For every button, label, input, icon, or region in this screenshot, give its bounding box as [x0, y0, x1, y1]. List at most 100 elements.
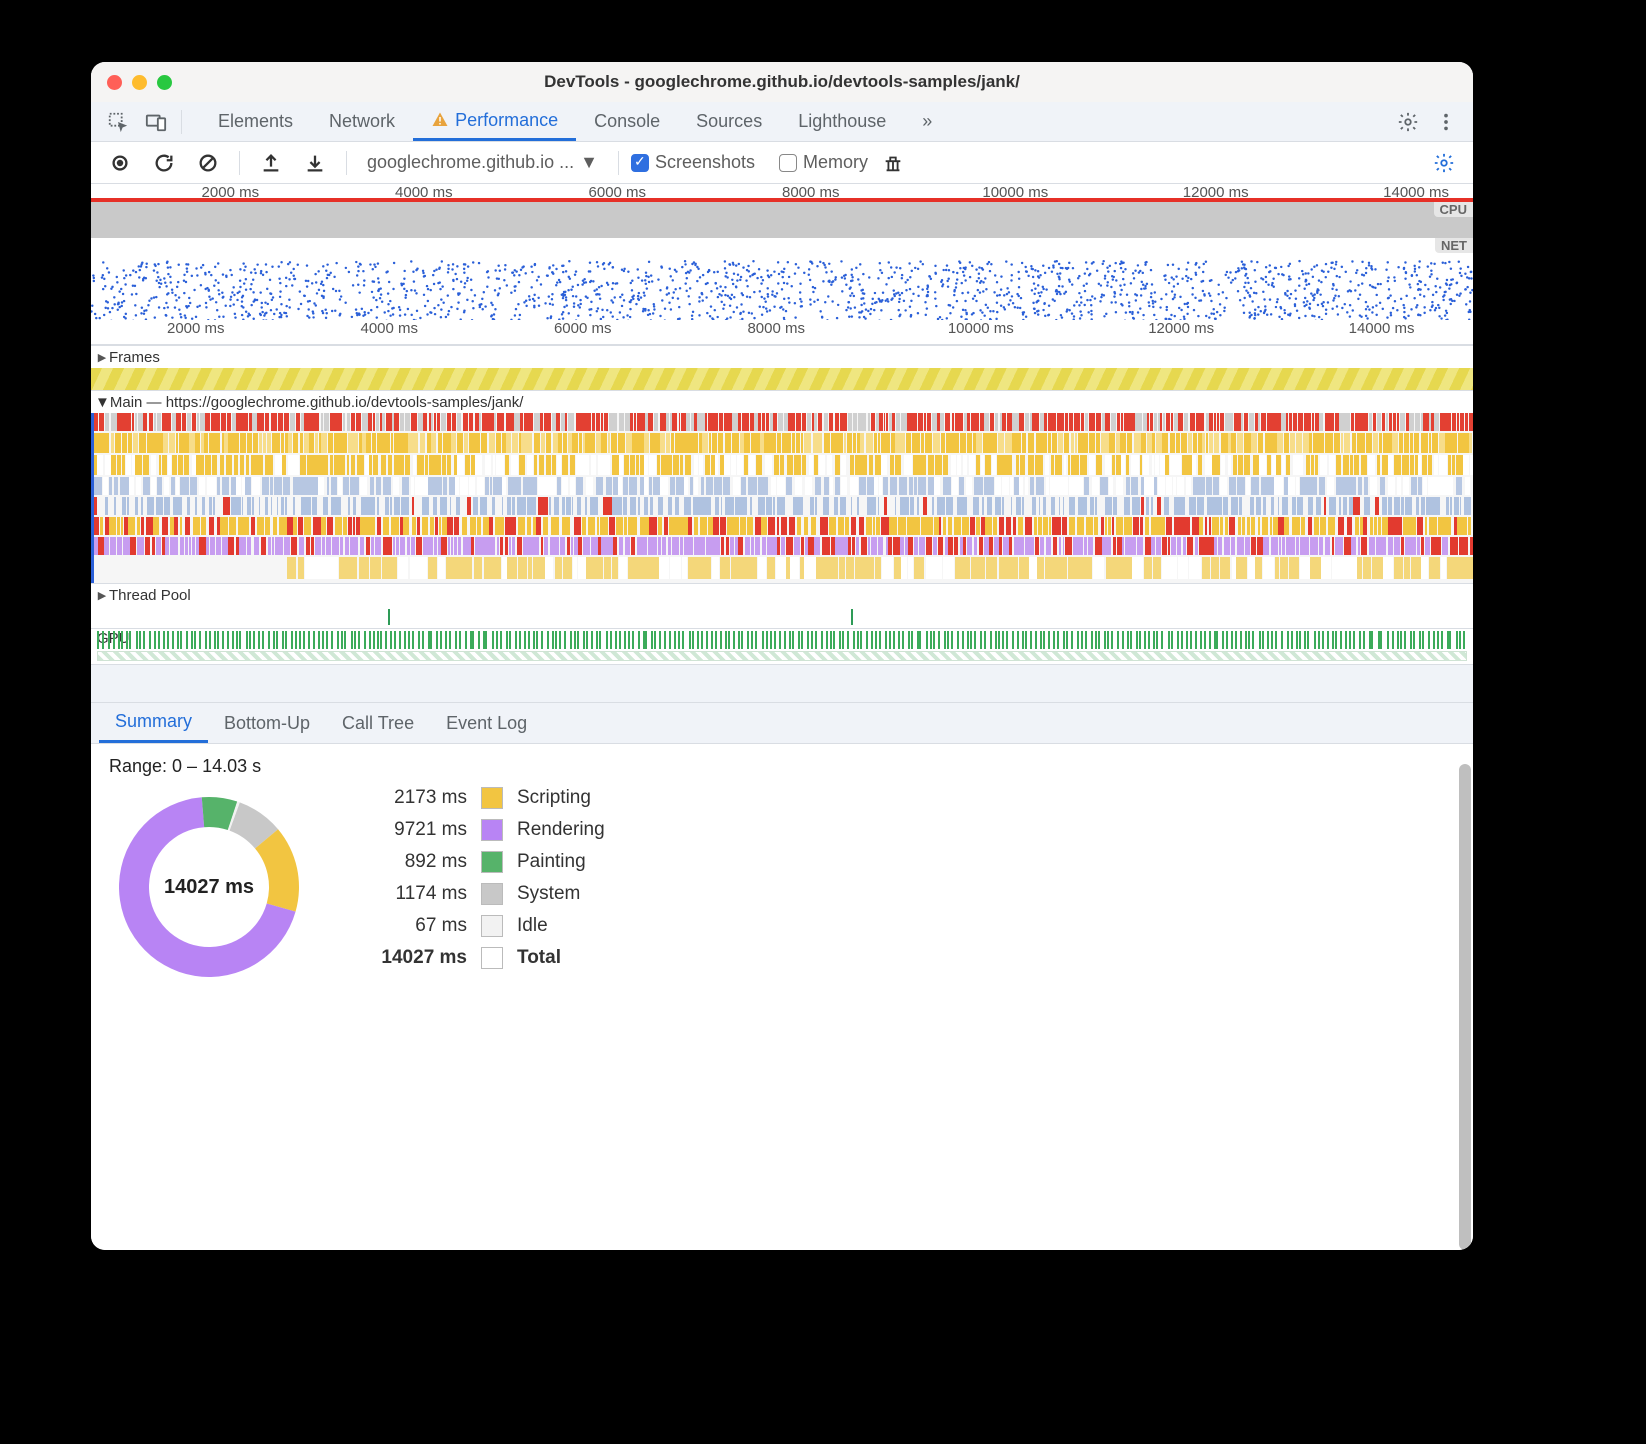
frames-label: Frames	[109, 349, 160, 366]
legend-label: Scripting	[517, 787, 605, 809]
screenshots-label: Screenshots	[655, 152, 755, 173]
tab-label: Network	[329, 111, 395, 132]
threadpool-row	[91, 606, 1473, 628]
cpu-lane-label: CPU	[1434, 202, 1473, 217]
capture-settings-icon[interactable]	[1425, 152, 1463, 174]
settings-icon[interactable]	[1389, 102, 1427, 141]
legend-ms: 2173 ms	[357, 787, 467, 809]
download-icon[interactable]	[296, 152, 334, 174]
legend-ms: 892 ms	[357, 851, 467, 873]
ruler-tick: 10000 ms	[948, 320, 1014, 337]
tab-elements[interactable]: Elements	[200, 102, 311, 141]
tab-lighthouse[interactable]: Lighthouse	[780, 102, 904, 141]
frames-header[interactable]: ▶ Frames	[91, 346, 1473, 368]
frames-row	[91, 368, 1473, 390]
inspect-icon[interactable]	[99, 102, 137, 141]
tab-label: Sources	[696, 111, 762, 132]
scrollbar[interactable]	[1459, 744, 1471, 1250]
clear-button[interactable]	[189, 152, 227, 174]
ruler-tick: 4000 ms	[360, 320, 418, 337]
memory-label: Memory	[803, 152, 868, 173]
upload-icon[interactable]	[252, 152, 290, 174]
legend-swatch	[481, 947, 503, 969]
summary-tab-bottom-up[interactable]: Bottom-Up	[208, 703, 326, 743]
range-label: Range: 0 – 14.03 s	[109, 756, 1455, 777]
legend-label: Idle	[517, 915, 605, 937]
zoom-button[interactable]	[157, 75, 172, 90]
memory-checkbox[interactable]	[779, 154, 797, 172]
summary-panel: Range: 0 – 14.03 s 14027 ms 2173 ms Scrip…	[91, 744, 1473, 1250]
summary-legend: 2173 msScripting9721 msRendering892 msPa…	[357, 787, 605, 969]
close-button[interactable]	[107, 75, 122, 90]
devtools-window: DevTools - googlechrome.github.io/devtoo…	[91, 62, 1473, 1250]
minimize-button[interactable]	[132, 75, 147, 90]
kebab-menu-icon[interactable]	[1427, 102, 1465, 141]
summary-tab-event-log[interactable]: Event Log	[430, 703, 543, 743]
tab-label: Lighthouse	[798, 111, 886, 132]
device-toolbar-icon[interactable]	[137, 102, 175, 141]
tab-console[interactable]: Console	[576, 102, 678, 141]
disclosure-triangle-icon: ▶	[95, 589, 109, 602]
separator	[618, 151, 619, 175]
devtools-toolbar: Elements Network Performance Console Sources…	[91, 102, 1473, 142]
legend-total-ms: 14027 ms	[357, 947, 467, 969]
disclosure-triangle-icon: ▶	[95, 351, 109, 364]
summary-tabs: SummaryBottom-UpCall TreeEvent Log	[91, 702, 1473, 744]
panel-tabs: Elements Network Performance Console Sources…	[200, 102, 904, 141]
legend-swatch	[481, 883, 503, 905]
screenshots-checkbox[interactable]	[631, 154, 649, 172]
overview-ruler: 2000 ms4000 ms6000 ms8000 ms10000 ms1200…	[91, 184, 1473, 202]
screenshots-strip	[91, 254, 1473, 320]
summary-tab-call-tree[interactable]: Call Tree	[326, 703, 430, 743]
threadpool-section: ▶ Thread Pool	[91, 583, 1473, 628]
reload-record-button[interactable]	[145, 152, 183, 174]
frames-section: ▶ Frames	[91, 345, 1473, 390]
gpu-section: GPU	[91, 628, 1473, 664]
caret-down-icon: ▼	[580, 152, 598, 173]
more-tabs[interactable]: »	[904, 102, 950, 141]
ruler-tick: 6000 ms	[554, 320, 612, 337]
summary-tab-summary[interactable]: Summary	[99, 703, 208, 743]
separator	[346, 151, 347, 175]
legend-label: Painting	[517, 851, 605, 873]
disclosure-triangle-icon: ▼	[95, 394, 110, 411]
gap	[91, 664, 1473, 702]
cpu-overview: CPU	[91, 202, 1473, 238]
tab-label: Console	[594, 111, 660, 132]
threadpool-label: Thread Pool	[109, 587, 191, 604]
separator	[239, 151, 240, 175]
tab-network[interactable]: Network	[311, 102, 413, 141]
ruler-tick: 14000 ms	[1349, 320, 1415, 337]
target-label: googlechrome.github.io ...	[367, 152, 574, 173]
tab-sources[interactable]: Sources	[678, 102, 780, 141]
detail-ruler: 2000 ms4000 ms6000 ms8000 ms10000 ms1200…	[91, 320, 1473, 344]
legend-ms: 1174 ms	[357, 883, 467, 905]
legend-swatch	[481, 915, 503, 937]
overview[interactable]: 2000 ms4000 ms6000 ms8000 ms10000 ms1200…	[91, 184, 1473, 345]
tab-performance[interactable]: Performance	[413, 102, 576, 141]
legend-label: Rendering	[517, 819, 605, 841]
target-dropdown[interactable]: googlechrome.github.io ... ▼	[359, 152, 606, 173]
titlebar: DevTools - googlechrome.github.io/devtoo…	[91, 62, 1473, 102]
legend-ms: 67 ms	[357, 915, 467, 937]
ruler-tick: 2000 ms	[167, 320, 225, 337]
legend-label: System	[517, 883, 605, 905]
ruler-tick: 12000 ms	[1148, 320, 1214, 337]
performance-toolbar: googlechrome.github.io ... ▼ Screenshots…	[91, 142, 1473, 184]
flame-chart[interactable]	[91, 413, 1473, 583]
donut-center-label: 14027 ms	[109, 787, 309, 987]
legend-total-label: Total	[517, 947, 605, 969]
legend-swatch	[481, 851, 503, 873]
main-section: ▼ Main — https://googlechrome.github.io/…	[91, 390, 1473, 583]
net-lane-label: NET	[1435, 238, 1473, 253]
main-label: Main — https://googlechrome.github.io/de…	[110, 394, 524, 411]
threadpool-header[interactable]: ▶ Thread Pool	[91, 584, 1473, 606]
record-button[interactable]	[101, 152, 139, 174]
gc-icon[interactable]	[874, 152, 912, 174]
legend-swatch	[481, 787, 503, 809]
gpu-hatch	[97, 651, 1467, 661]
traffic-lights	[107, 75, 172, 90]
main-header[interactable]: ▼ Main — https://googlechrome.github.io/…	[91, 391, 1473, 413]
window-title: DevTools - googlechrome.github.io/devtoo…	[91, 72, 1473, 92]
tab-label: Elements	[218, 111, 293, 132]
